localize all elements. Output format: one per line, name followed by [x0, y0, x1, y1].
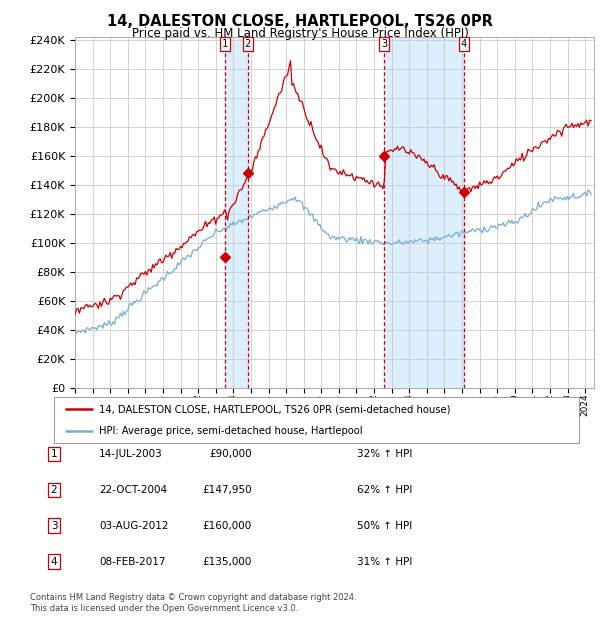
Text: £147,950: £147,950	[202, 485, 252, 495]
Text: 14, DALESTON CLOSE, HARTLEPOOL, TS26 0PR (semi-detached house): 14, DALESTON CLOSE, HARTLEPOOL, TS26 0PR…	[98, 404, 450, 414]
Text: Price paid vs. HM Land Registry's House Price Index (HPI): Price paid vs. HM Land Registry's House …	[131, 27, 469, 40]
Text: £90,000: £90,000	[209, 449, 252, 459]
Text: 3: 3	[50, 521, 58, 531]
Text: HPI: Average price, semi-detached house, Hartlepool: HPI: Average price, semi-detached house,…	[98, 426, 362, 436]
Text: 22-OCT-2004: 22-OCT-2004	[99, 485, 167, 495]
Text: 3: 3	[382, 39, 388, 49]
Text: 4: 4	[461, 39, 467, 49]
Text: £135,000: £135,000	[203, 557, 252, 567]
Text: 1: 1	[222, 39, 229, 49]
Text: 31% ↑ HPI: 31% ↑ HPI	[357, 557, 412, 567]
Bar	[385, 37, 464, 387]
Text: 32% ↑ HPI: 32% ↑ HPI	[357, 449, 412, 459]
Text: Contains HM Land Registry data © Crown copyright and database right 2024.
This d: Contains HM Land Registry data © Crown c…	[30, 593, 356, 613]
Text: 2: 2	[244, 39, 251, 49]
Text: 1: 1	[50, 449, 58, 459]
Text: 4: 4	[50, 557, 58, 567]
Text: 03-AUG-2012: 03-AUG-2012	[99, 521, 169, 531]
Text: 2: 2	[50, 485, 58, 495]
Text: 14, DALESTON CLOSE, HARTLEPOOL, TS26 0PR: 14, DALESTON CLOSE, HARTLEPOOL, TS26 0PR	[107, 14, 493, 29]
Text: 62% ↑ HPI: 62% ↑ HPI	[357, 485, 412, 495]
Text: 14-JUL-2003: 14-JUL-2003	[99, 449, 163, 459]
Text: 08-FEB-2017: 08-FEB-2017	[99, 557, 166, 567]
Text: 50% ↑ HPI: 50% ↑ HPI	[357, 521, 412, 531]
Bar	[225, 37, 248, 387]
Text: £160,000: £160,000	[203, 521, 252, 531]
